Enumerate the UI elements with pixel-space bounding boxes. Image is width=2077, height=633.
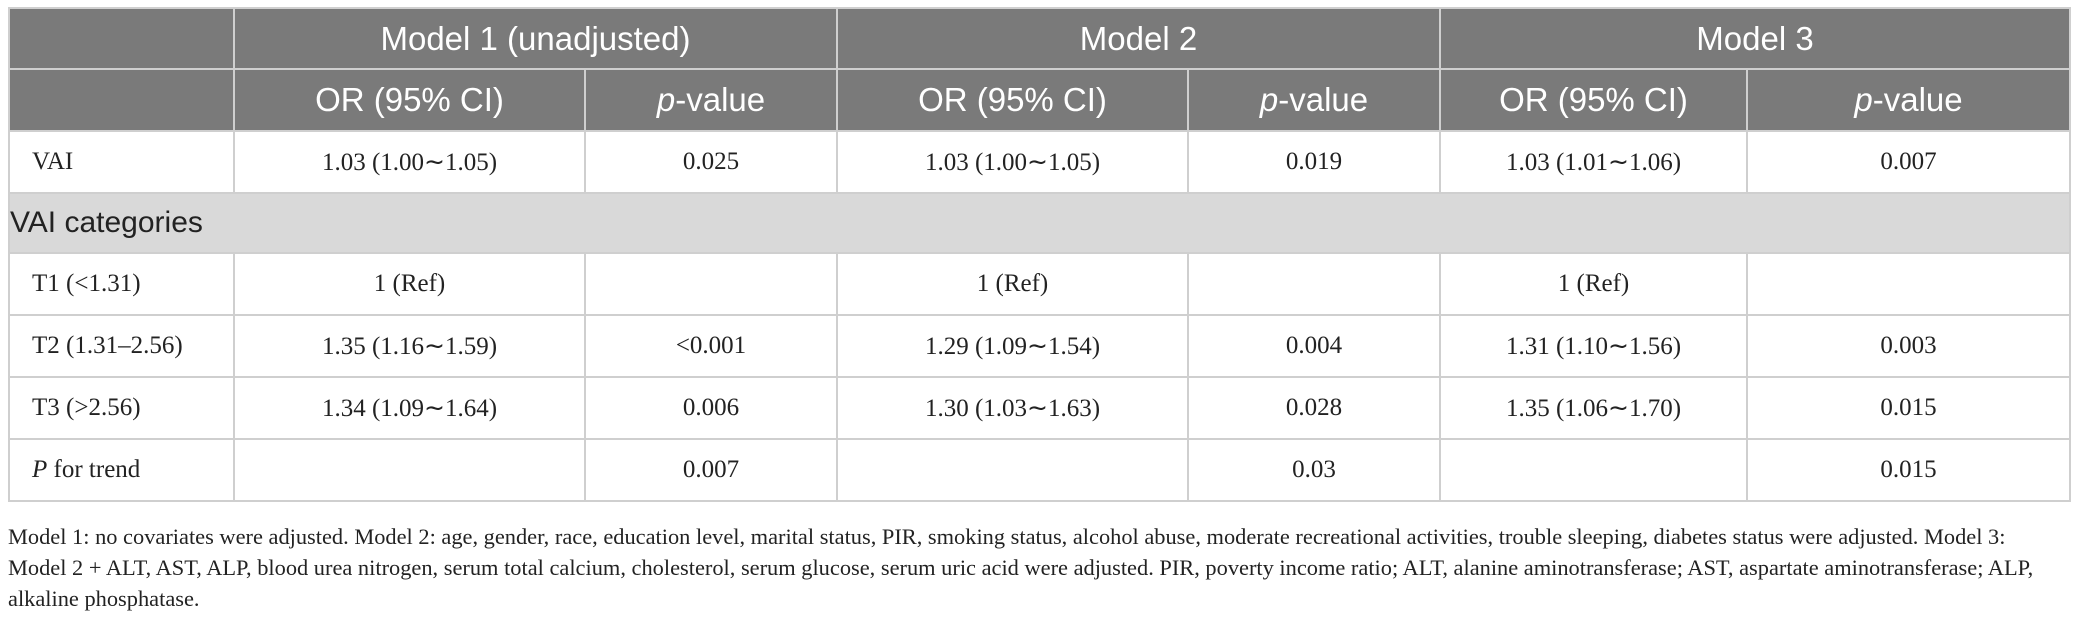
p-rest-label: -value bbox=[675, 81, 766, 118]
cell-m2-p: 0.028 bbox=[1187, 376, 1441, 440]
cell-m2-p: 0.019 bbox=[1187, 130, 1441, 194]
header-or-model-1: OR (95% CI) bbox=[233, 68, 586, 132]
cell-m3-or: 1.03 (1.01∼1.06) bbox=[1439, 130, 1748, 194]
row-label: T1 (<1.31) bbox=[8, 252, 235, 316]
table-row-t1: T1 (<1.31) 1 (Ref) 1 (Ref) 1 (Ref) bbox=[8, 252, 2071, 316]
row-label: T3 (>2.56) bbox=[8, 376, 235, 440]
header-or-model-2: OR (95% CI) bbox=[836, 68, 1189, 132]
table-row-vai: VAI 1.03 (1.00∼1.05) 0.025 1.03 (1.00∼1.… bbox=[8, 130, 2071, 194]
cell-m2-or: 1.30 (1.03∼1.63) bbox=[836, 376, 1189, 440]
cell-m1-p: <0.001 bbox=[584, 314, 838, 378]
header-or-model-3: OR (95% CI) bbox=[1439, 68, 1748, 132]
header-model-3: Model 3 bbox=[1439, 7, 2071, 70]
p-italic-label: p bbox=[1854, 81, 1873, 118]
header-p-model-3: p-value bbox=[1746, 68, 2071, 132]
table-row-category-header: VAI categories bbox=[8, 192, 2071, 254]
header-model-2: Model 2 bbox=[836, 7, 1441, 70]
cell-m3-or bbox=[1439, 438, 1748, 502]
header-model-1: Model 1 (unadjusted) bbox=[233, 7, 838, 70]
p-italic-label: p bbox=[1259, 81, 1279, 118]
table-row-t3: T3 (>2.56) 1.34 (1.09∼1.64) 0.006 1.30 (… bbox=[8, 376, 2071, 440]
cell-m3-p bbox=[1746, 252, 2071, 316]
cell-m2-p: 0.004 bbox=[1187, 314, 1441, 378]
row-label: P for trend bbox=[8, 438, 235, 502]
row-label: VAI bbox=[8, 130, 235, 194]
cell-m3-p: 0.003 bbox=[1746, 314, 2071, 378]
header-corner-cell-2 bbox=[8, 68, 235, 132]
cell-m2-or: 1.03 (1.00∼1.05) bbox=[836, 130, 1189, 194]
cell-m1-or: 1 (Ref) bbox=[233, 252, 586, 316]
cell-m1-or: 1.03 (1.00∼1.05) bbox=[233, 130, 586, 194]
cell-m3-or: 1.31 (1.10∼1.56) bbox=[1439, 314, 1748, 378]
cell-m2-or: 1.29 (1.09∼1.54) bbox=[836, 314, 1189, 378]
cell-m1-or: 1.34 (1.09∼1.64) bbox=[233, 376, 586, 440]
cell-m3-p: 0.015 bbox=[1746, 438, 2071, 502]
cell-m2-p bbox=[1187, 252, 1441, 316]
cell-m3-p: 0.007 bbox=[1746, 130, 2071, 194]
trend-label-rest: for trend bbox=[47, 456, 141, 483]
header-corner-cell bbox=[8, 7, 235, 70]
header-p-model-2: p-value bbox=[1187, 68, 1441, 132]
results-table: Model 1 (unadjusted) Model 2 Model 3 OR … bbox=[8, 7, 2071, 502]
p-rest-label: -value bbox=[1278, 81, 1369, 118]
cell-m2-or: 1 (Ref) bbox=[836, 252, 1189, 316]
cell-m1-p: 0.025 bbox=[584, 130, 838, 194]
p-italic-label: p bbox=[656, 81, 676, 118]
row-label: T2 (1.31–2.56) bbox=[8, 314, 235, 378]
cell-m3-or: 1.35 (1.06∼1.70) bbox=[1439, 376, 1748, 440]
cell-m3-or: 1 (Ref) bbox=[1439, 252, 1748, 316]
cell-m1-p: 0.007 bbox=[584, 438, 838, 502]
header-row-columns: OR (95% CI) p-value OR (95% CI) p-value … bbox=[8, 68, 2071, 132]
table-row-t2: T2 (1.31–2.56) 1.35 (1.16∼1.59) <0.001 1… bbox=[8, 314, 2071, 378]
cell-m1-or bbox=[233, 438, 586, 502]
p-rest-label: -value bbox=[1872, 81, 1963, 118]
table-footnote: Model 1: no covariates were adjusted. Mo… bbox=[8, 524, 2034, 611]
header-p-model-1: p-value bbox=[584, 68, 838, 132]
cell-m3-p: 0.015 bbox=[1746, 376, 2071, 440]
cell-m2-p: 0.03 bbox=[1187, 438, 1441, 502]
cell-m1-p bbox=[584, 252, 838, 316]
cell-m1-p: 0.006 bbox=[584, 376, 838, 440]
header-row-models: Model 1 (unadjusted) Model 2 Model 3 bbox=[8, 7, 2071, 70]
cell-m1-or: 1.35 (1.16∼1.59) bbox=[233, 314, 586, 378]
cell-m2-or bbox=[836, 438, 1189, 502]
table-row-trend: P for trend 0.007 0.03 0.015 bbox=[8, 438, 2071, 502]
trend-p-italic: P bbox=[32, 456, 48, 483]
category-label: VAI categories bbox=[8, 192, 2071, 254]
results-table-container: Model 1 (unadjusted) Model 2 Model 3 OR … bbox=[8, 7, 2071, 502]
